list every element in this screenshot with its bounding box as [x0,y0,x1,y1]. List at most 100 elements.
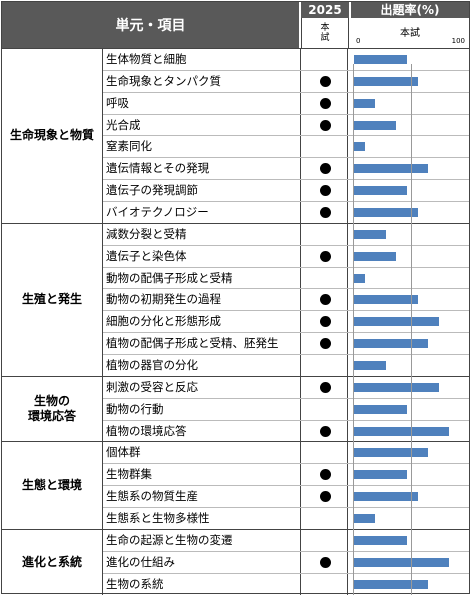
filled-circle-icon [320,316,331,328]
category-label: 生命現象と物質 [9,128,94,143]
item-label: 遺伝情報とその発現 [106,161,210,176]
honshi-cell [300,529,348,551]
honshi-cell [300,551,348,573]
filled-circle-icon [320,207,331,219]
table-row: 生物群集 [103,463,469,486]
axis-max-label: 100 [451,37,465,45]
item-label: 生体物質と細胞 [106,52,187,66]
honshi-cell [300,245,348,267]
rate-bar [354,76,418,86]
item-label: 動物の行動 [106,401,164,416]
honshi-cell [300,355,348,377]
item-label: 植物の環境応答 [106,423,187,438]
honshi-label: 本試 [301,18,349,48]
rate-bar [354,186,407,196]
honshi-cell [300,267,348,289]
honshi-cell [300,202,348,224]
honshi-cell [300,442,348,464]
filled-circle-icon [320,381,331,393]
filled-circle-icon [320,491,331,503]
rate-bar [354,404,407,414]
table-row: 動物の初期発生の過程 [103,288,469,311]
rate-bar [354,142,365,152]
rate-bar [354,120,397,130]
table-row: 遺伝子と染色体 [103,244,469,267]
rate-bar [354,448,429,458]
item-label: バイオテクノロジー [106,205,209,220]
filled-circle-icon [320,97,331,109]
axis-min-label: 0 [356,37,361,45]
honshi-cell [300,486,348,508]
rate-bar [354,208,418,218]
item-label: 生態系の物質生産 [106,489,198,504]
item-label: 遺伝子と染色体 [106,248,187,263]
honshi-cell [300,223,348,245]
category-cell: 生殖と発生 [2,222,102,376]
rate-header: 出題率(%) 本試 0 100 [351,2,469,48]
honshi-cell [300,136,348,158]
item-label: 個体群 [106,445,141,460]
honshi-cell [300,573,348,595]
rate-bar [354,426,450,436]
filled-circle-icon [320,250,331,262]
rate-bar [354,229,386,239]
filled-circle-icon [320,163,331,175]
rate-bar [354,470,407,480]
table-row: 細胞の分化と形態形成 [103,310,469,333]
category-divider [102,48,103,595]
item-label: 遺伝子の発現調節 [106,183,198,198]
category-label: 生態と環境 [21,478,82,493]
rate-bar [354,273,365,283]
item-label: 窒素同化 [106,139,152,154]
table-row: 遺伝子の発現調節 [103,179,469,202]
table-row: 植物の環境応答 [103,419,469,442]
table-row: 刺激の受容と反応 [103,375,469,398]
rate-bar [354,339,429,349]
filled-circle-icon [320,425,331,437]
item-label: 生命の起源と生物の変遷 [106,532,233,547]
item-label: 刺激の受容と反応 [106,379,198,394]
item-label: 生物の系統 [106,576,164,591]
rate-bar [354,98,376,108]
honshi-cell [300,289,348,311]
honshi-cell [300,180,348,202]
table-row: 呼吸 [103,91,469,114]
filled-circle-icon [320,338,331,350]
table-row: 生体物質と細胞 [103,48,469,70]
honshi-cell [300,92,348,114]
category-cell: 生態と環境 [2,441,102,528]
rate-bar [354,251,397,261]
table-row: 生態系と生物多様性 [103,507,469,530]
honshi-cell [300,333,348,355]
rate-bar [354,317,439,327]
rate-bar [354,535,407,545]
unit-header: 単元・項目 [2,2,299,48]
category-label: 進化と系統 [21,554,82,569]
category-cell: 生物の 環境応答 [2,375,102,442]
item-label: 進化の仕組み [106,554,175,569]
item-label: 植物の配偶子形成と受精、胚発生 [106,336,279,351]
table-row: バイオテクノロジー [103,201,469,224]
item-label: 呼吸 [106,95,129,110]
rate-bar [354,361,386,371]
table-row: 植物の配偶子形成と受精、胚発生 [103,332,469,355]
category-cell: 進化と系統 [2,528,102,595]
rate-subheader: 本試 0 100 [351,18,469,48]
item-label: 生物群集 [106,467,152,482]
honshi-cell [300,508,348,530]
table-row: 遺伝情報とその発現 [103,157,469,180]
filled-circle-icon [320,75,331,87]
honshi-cell [300,398,348,420]
table-row: 植物の器官の分化 [103,354,469,377]
filled-circle-icon [320,556,331,568]
year-label: 2025 [301,2,349,18]
table-row: 進化の仕組み [103,550,469,573]
honshi-cell [300,158,348,180]
honshi-cell [300,114,348,136]
item-label: 生命現象とタンパク質 [106,73,221,88]
item-label: 光合成 [106,117,141,132]
rate-bar [354,382,439,392]
rate-bar [354,557,450,567]
rate-bar [354,492,418,502]
item-label: 減数分裂と受精 [106,226,187,241]
